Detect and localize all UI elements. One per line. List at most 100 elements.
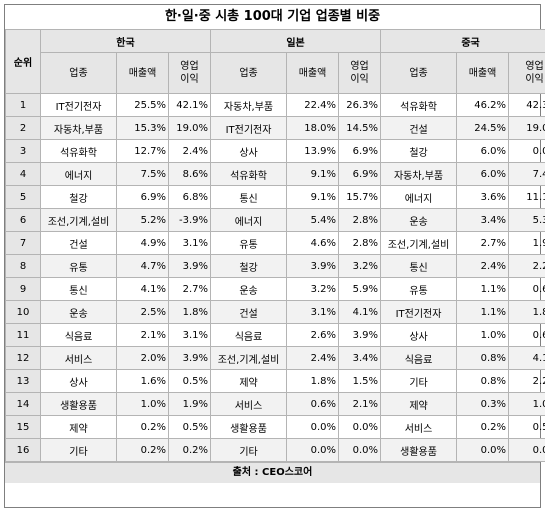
sales-cell: 4.7% — [116, 254, 169, 278]
industry-cell: 식음료 — [210, 323, 288, 347]
sales-cell: 3.2% — [286, 277, 340, 301]
profit-cell: 19.0% — [167, 116, 212, 140]
industry-cell: 운송 — [380, 208, 458, 232]
industry-cell: 유통 — [210, 231, 288, 255]
rank-cell: 6 — [5, 208, 41, 232]
industry-cell: 생활용품 — [380, 438, 458, 462]
industry-cell: 조선,기계,설비 — [210, 346, 288, 370]
sales-cell: 6.9% — [116, 185, 169, 209]
industry-cell: 에너지 — [210, 208, 288, 232]
profit-cell: 0.5% — [167, 415, 212, 439]
rank-cell: 7 — [5, 231, 41, 255]
industry-header: 업종 — [380, 52, 458, 94]
industry-cell: 건설 — [210, 300, 288, 324]
profit-cell: 8.6% — [167, 162, 212, 186]
profit-cell: 5.9% — [338, 277, 382, 301]
profit-cell: 2.7% — [167, 277, 212, 301]
profit-cell: 2.2% — [508, 369, 545, 393]
sales-cell: 0.0% — [456, 438, 510, 462]
industry-cell: 식음료 — [40, 323, 117, 347]
profit-header: 영업 이익 — [167, 52, 212, 94]
profit-cell: 1.5% — [338, 369, 382, 393]
sales-cell: 25.5% — [116, 93, 169, 117]
profit-cell: 3.4% — [338, 346, 382, 370]
sales-cell: 22.4% — [286, 93, 340, 117]
industry-cell: 자동차,부품 — [380, 162, 458, 186]
industry-cell: 조선,기계,설비 — [40, 208, 117, 232]
profit-cell: 0.0% — [508, 139, 545, 163]
rank-cell: 12 — [5, 346, 41, 370]
industry-cell: 제약 — [210, 369, 288, 393]
profit-cell: 2.8% — [338, 208, 382, 232]
sales-cell: 12.7% — [116, 139, 169, 163]
industry-cell: 철강 — [40, 185, 117, 209]
profit-cell: 0.0% — [508, 438, 545, 462]
industry-cell: 제약 — [40, 415, 117, 439]
profit-cell: 3.9% — [167, 346, 212, 370]
industry-cell: 서비스 — [40, 346, 117, 370]
source-note: 출처 : CEO스코어 — [5, 462, 540, 483]
profit-cell: 3.9% — [338, 323, 382, 347]
sales-cell: 0.6% — [286, 392, 340, 416]
rank-cell: 11 — [5, 323, 41, 347]
profit-header-line1: 영업 — [350, 61, 369, 72]
sales-cell: 0.3% — [456, 392, 510, 416]
profit-cell: 42.1% — [167, 93, 212, 117]
sales-cell: 1.1% — [456, 277, 510, 301]
industry-cell: 운송 — [210, 277, 288, 301]
sales-cell: 3.6% — [456, 185, 510, 209]
sales-header: 매출액 — [116, 52, 169, 94]
sales-cell: 0.2% — [116, 415, 169, 439]
profit-cell: 15.7% — [338, 185, 382, 209]
sales-cell: 9.1% — [286, 185, 340, 209]
industry-cell: 서비스 — [380, 415, 458, 439]
sales-cell: 0.8% — [456, 369, 510, 393]
industry-cell: 철강 — [380, 139, 458, 163]
profit-cell: 6.9% — [338, 162, 382, 186]
profit-header: 영업 이익 — [338, 52, 382, 94]
profit-header: 영업 이익 — [508, 52, 545, 94]
sales-cell: 5.4% — [286, 208, 340, 232]
sales-cell: 2.4% — [286, 346, 340, 370]
sales-header: 매출액 — [456, 52, 510, 94]
profit-cell: 1.0% — [508, 392, 545, 416]
sales-cell: 2.7% — [456, 231, 510, 255]
rank-cell: 9 — [5, 277, 41, 301]
profit-cell: 3.1% — [167, 323, 212, 347]
industry-cell: 제약 — [380, 392, 458, 416]
industry-cell: 식음료 — [380, 346, 458, 370]
sales-cell: 4.1% — [116, 277, 169, 301]
profit-cell: 7.4% — [508, 162, 545, 186]
rank-header: 순위 — [5, 29, 41, 94]
industry-cell: 자동차,부품 — [210, 93, 288, 117]
table-body: 1 IT전기전자 25.5% 42.1% 자동차,부품 22.4% 26.3% 석유화학 46.… — [5, 93, 545, 462]
country-header-japan: 일본 — [210, 29, 382, 53]
sales-cell: 9.1% — [286, 162, 340, 186]
profit-header-line1: 영업 — [525, 61, 544, 72]
sales-cell: 4.6% — [286, 231, 340, 255]
sales-cell: 15.3% — [116, 116, 169, 140]
sales-cell: 6.0% — [456, 139, 510, 163]
profit-cell: 0.0% — [338, 415, 382, 439]
industry-cell: 운송 — [40, 300, 117, 324]
rank-cell: 10 — [5, 300, 41, 324]
profit-cell: 5.3% — [508, 208, 545, 232]
sales-cell: 2.0% — [116, 346, 169, 370]
industry-cell: 에너지 — [380, 185, 458, 209]
profit-cell: 1.9% — [167, 392, 212, 416]
industry-cell: 조선,기계,설비 — [380, 231, 458, 255]
profit-cell: 0.6% — [508, 323, 545, 347]
industry-header: 업종 — [40, 52, 117, 94]
industry-cell: 통신 — [40, 277, 117, 301]
profit-cell: 26.3% — [338, 93, 382, 117]
country-header-korea: 한국 — [39, 29, 212, 53]
sales-cell: 1.0% — [116, 392, 169, 416]
profit-cell: 3.1% — [167, 231, 212, 255]
